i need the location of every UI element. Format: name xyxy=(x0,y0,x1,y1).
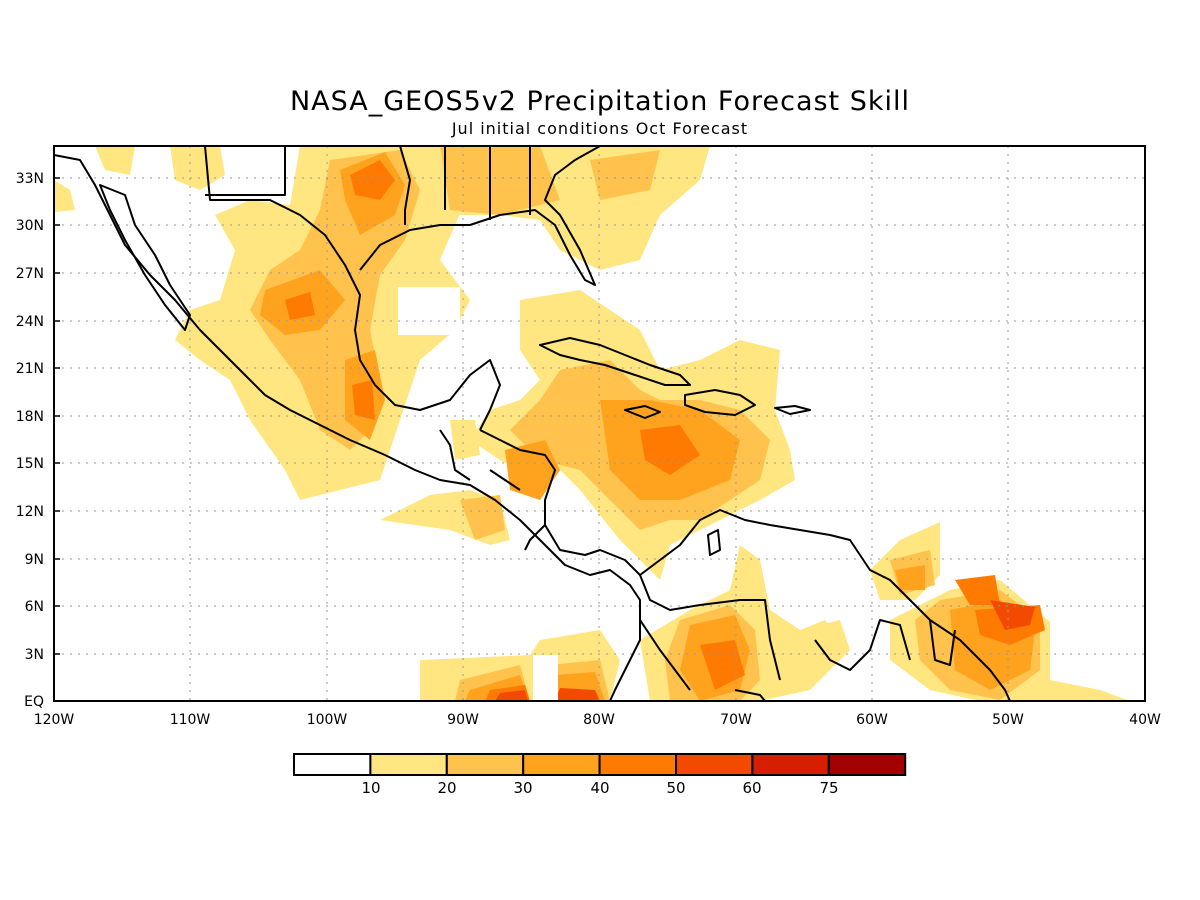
colorbar-label: 75 xyxy=(819,779,838,797)
lon-tick-labels: 120W 110W 100W 90W 80W 70W 60W 50W 40W xyxy=(34,712,1161,728)
map-frame xyxy=(53,145,1146,702)
colorbar-boxes xyxy=(293,753,907,776)
lat-tick-label: 30N xyxy=(16,218,44,234)
lat-tick-label: 12N xyxy=(16,504,44,520)
colorbar-swatch xyxy=(751,753,830,776)
colorbar-label: 10 xyxy=(361,779,380,797)
lat-tick-label: 18N xyxy=(16,409,44,425)
lon-tick-label: 120W xyxy=(34,712,75,728)
map-title: NASA_GEOS5v2 Precipitation Forecast Skil… xyxy=(289,86,911,117)
lon-tick-label: 70W xyxy=(720,712,752,728)
lon-tick-label: 50W xyxy=(992,712,1024,728)
colorbar-swatch xyxy=(369,753,448,776)
colorbar-label: 20 xyxy=(437,779,456,797)
colorbar-swatch xyxy=(675,753,754,776)
colorbar-label: 40 xyxy=(590,779,609,797)
colorbar-swatch xyxy=(293,753,372,776)
lon-tick-label: 80W xyxy=(583,712,615,728)
lat-tick-label: EQ xyxy=(24,694,44,710)
colorbar-swatch xyxy=(522,753,601,776)
lat-tick-label: 21N xyxy=(16,361,44,377)
lat-tick-label: 9N xyxy=(25,552,44,568)
colorbar-label: 50 xyxy=(666,779,685,797)
lon-tick-label: 110W xyxy=(170,712,211,728)
coastlines xyxy=(54,146,1011,701)
lat-tick-label: 6N xyxy=(25,599,44,615)
lat-tick-label: 33N xyxy=(16,171,44,187)
no-data-gaps xyxy=(398,287,558,701)
lat-tick-label: 3N xyxy=(25,647,44,663)
lat-tick-label: 27N xyxy=(16,266,44,282)
skill-level-50-60 xyxy=(495,600,1035,701)
graticule xyxy=(54,146,1145,701)
lon-tick-label: 60W xyxy=(856,712,888,728)
lat-tick-label: 24N xyxy=(16,314,44,330)
colorbar-swatch xyxy=(598,753,677,776)
colorbar-label: 30 xyxy=(513,779,532,797)
map-subtitle: Jul initial conditions Oct Forecast xyxy=(451,119,749,138)
lat-tick-marks xyxy=(54,177,60,702)
colorbar-swatch xyxy=(445,753,525,776)
skill-shading xyxy=(54,146,1130,701)
lon-tick-label: 40W xyxy=(1129,712,1161,728)
lat-tick-labels: EQ 3N 6N 9N 12N 15N 18N 21N 24N 27N 30N … xyxy=(16,171,44,710)
colorbar: 10 20 30 40 50 60 75 xyxy=(293,753,907,797)
colorbar-label: 60 xyxy=(742,779,761,797)
colorbar-labels: 10 20 30 40 50 60 75 xyxy=(361,779,838,797)
colorbar-swatch xyxy=(827,753,907,776)
lon-tick-label: 90W xyxy=(447,712,479,728)
lat-tick-label: 15N xyxy=(16,456,44,472)
lon-tick-label: 100W xyxy=(307,712,348,728)
